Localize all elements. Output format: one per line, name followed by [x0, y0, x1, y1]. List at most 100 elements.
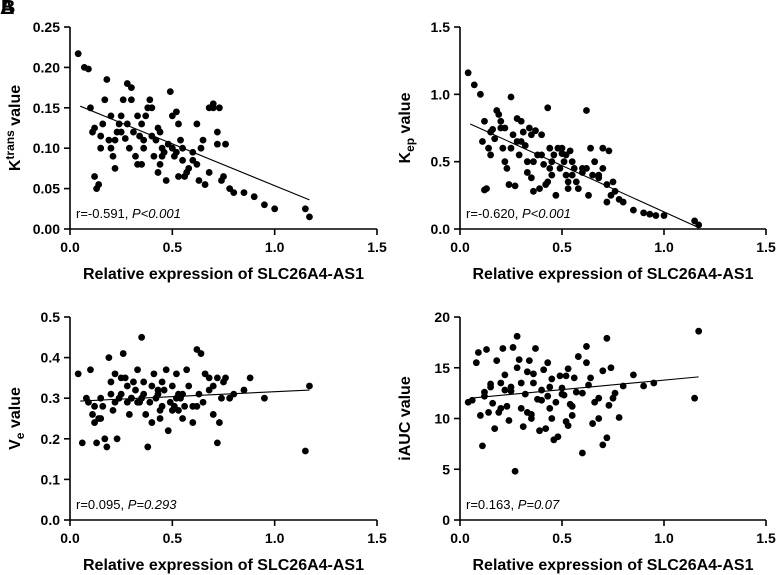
iauc-point	[521, 390, 529, 398]
iauc-x-axis-title: Relative expression of SLC26A4-AS1	[473, 557, 754, 574]
kep-point	[583, 107, 590, 114]
ve-point	[261, 394, 268, 402]
kep-point	[574, 185, 582, 193]
ktrans-y-tick-label: 0.15	[33, 100, 60, 116]
ktrans-point	[175, 120, 182, 128]
ve-point	[199, 398, 207, 406]
ktrans-point	[213, 140, 221, 148]
kep-point	[562, 171, 570, 179]
ve-point	[213, 374, 221, 382]
ktrans-point	[74, 50, 82, 58]
ve-x-tick-label: 1.5	[367, 530, 387, 546]
ve-x-axis-title: Relative expression of SLC26A4-AS1	[83, 557, 364, 574]
iauc-point	[568, 412, 576, 419]
kep-point	[660, 212, 668, 219]
iauc-point	[530, 379, 537, 387]
ve-point	[205, 374, 213, 382]
kep-point	[491, 135, 499, 143]
iauc-point	[564, 365, 572, 373]
ktrans-point	[127, 84, 135, 91]
ve-point	[125, 411, 133, 418]
iauc-point	[511, 467, 519, 475]
iauc-point	[538, 386, 545, 394]
ktrans-point	[150, 152, 158, 160]
iauc-point	[558, 390, 566, 398]
ktrans-point	[101, 96, 109, 104]
ve-point	[154, 390, 162, 398]
kep-point	[640, 209, 647, 217]
iauc-stat-text: r=0.163, P=0.07	[466, 497, 560, 512]
ktrans-stat-text: r=-0.591, P<0.001	[76, 206, 181, 221]
ktrans-point	[240, 189, 248, 197]
iauc-point	[599, 441, 607, 449]
iauc-point	[546, 404, 554, 412]
ktrans-point	[146, 96, 154, 104]
ktrans-point	[162, 177, 170, 184]
ktrans-x-tick-label: 1.0	[265, 239, 285, 255]
ktrans-x-tick-label: 0.0	[60, 239, 80, 255]
ktrans-y-title-tail: value	[7, 85, 24, 130]
iauc-point	[615, 414, 623, 421]
ve-point	[175, 406, 182, 414]
ktrans-y-tick-label: 0.05	[33, 181, 60, 197]
ve-point	[246, 374, 254, 382]
kep-point	[572, 178, 580, 186]
ktrans-point	[99, 120, 107, 128]
ktrans-point	[134, 112, 141, 120]
kep-point	[517, 117, 525, 125]
ktrans-stat-r: r=-0.591,	[76, 206, 132, 221]
ve-point	[240, 386, 248, 394]
kep-point	[483, 185, 490, 193]
kep-point	[523, 158, 531, 166]
kep-x-tick-label: 1.0	[654, 239, 674, 255]
iauc-point	[513, 332, 521, 340]
kep-point	[523, 169, 531, 176]
iauc-point	[525, 357, 533, 365]
ve-point	[74, 370, 82, 378]
ktrans-point	[91, 173, 98, 180]
ve-y-tick-label: 0.1	[41, 471, 61, 487]
kep-point	[587, 144, 594, 152]
ktrans-y-title-main: K	[7, 159, 24, 171]
iauc-point	[558, 384, 566, 392]
kep-point	[540, 160, 548, 168]
iauc-point	[523, 409, 531, 416]
ktrans-point	[119, 96, 127, 104]
kep-y-tick-label: 0.0	[431, 221, 451, 237]
ve-y-tick-label: 0.2	[41, 431, 61, 447]
iauc-point	[544, 359, 552, 367]
ve-point	[150, 370, 158, 378]
iauc-point	[605, 401, 613, 409]
ve-point	[156, 415, 164, 422]
chart-ktrans: 0.0 0.5 1.0 1.5 0.00 0.05 0.10 0.15 0.20 0.25 Rela…	[3, 19, 387, 283]
ktrans-point	[127, 96, 135, 104]
kep-point	[495, 111, 503, 118]
ktrans-point	[103, 76, 111, 83]
ktrans-y-tick-label: 0.20	[33, 59, 60, 75]
kep-point	[552, 191, 560, 199]
kep-x-tick-label: 0.0	[450, 239, 470, 255]
ve-point	[134, 398, 141, 406]
ktrans-point	[140, 136, 148, 144]
kep-y-tick-label: 1.0	[431, 86, 451, 102]
kep-point	[599, 144, 607, 152]
ktrans-point	[222, 140, 229, 148]
panel-letter-a: A	[0, 0, 15, 19]
ktrans-point	[117, 128, 125, 136]
iauc-point	[497, 404, 505, 412]
ve-point	[132, 386, 139, 394]
ve-point	[87, 366, 94, 374]
kep-point	[470, 81, 478, 89]
iauc-point	[501, 371, 509, 379]
ktrans-point	[301, 205, 309, 213]
kep-point	[499, 144, 507, 152]
ve-y-axis-title: Ve value	[7, 387, 27, 450]
ve-point	[123, 382, 131, 390]
iauc-point	[528, 415, 535, 422]
ve-point	[179, 415, 186, 422]
kep-point	[615, 195, 623, 203]
iauc-point	[570, 374, 578, 382]
iauc-point	[542, 425, 550, 433]
